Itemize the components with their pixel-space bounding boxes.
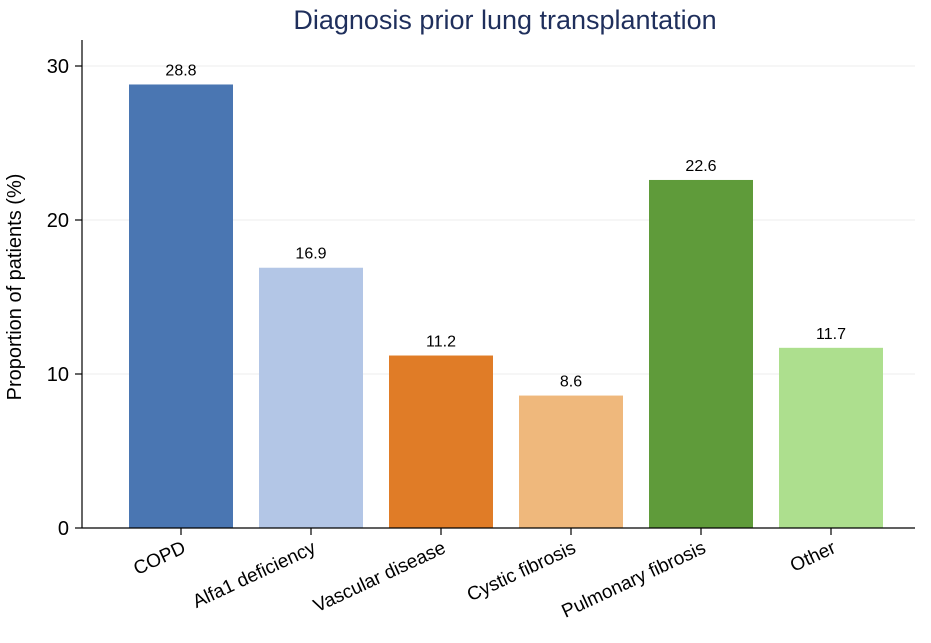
y-tick-label: 30: [47, 56, 69, 78]
data-label: 11.2: [426, 334, 456, 351]
bars: [129, 84, 883, 528]
y-tick-label: 0: [58, 518, 69, 540]
bar: [519, 395, 623, 528]
x-tick-label: Pulmonary fibrosis: [559, 537, 710, 622]
data-label: 16.9: [295, 246, 326, 263]
data-labels: 28.8 16.9 11.2 8.6 22.6 11.7: [165, 62, 846, 390]
x-tick-label: Cystic fibrosis: [464, 537, 579, 606]
bar: [129, 84, 233, 528]
x-tick-label: Vascular disease: [310, 537, 449, 617]
x-tick-label: Other: [787, 537, 840, 576]
data-label: 8.6: [560, 374, 582, 391]
y-tick-label: 10: [47, 364, 69, 386]
data-label: 22.6: [685, 158, 716, 175]
bar: [649, 179, 753, 528]
y-tick-label: 20: [47, 210, 69, 232]
data-label: 28.8: [165, 62, 196, 79]
data-label: 11.7: [816, 326, 846, 343]
x-tick-label: Alfa1 deficiency: [190, 537, 320, 612]
x-tick-label: COPD: [130, 537, 189, 579]
bar: [389, 355, 493, 528]
y-axis-label: Proportion of patients (%): [4, 174, 26, 401]
bar: [259, 267, 363, 528]
y-ticks: 0 10 20 30: [47, 56, 82, 540]
chart-title: Diagnosis prior lung transplantation: [293, 5, 716, 35]
bar: [779, 347, 883, 528]
